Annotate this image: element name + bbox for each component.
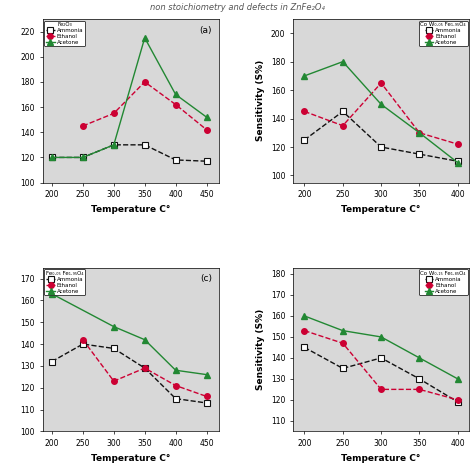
Text: (b): (b) xyxy=(449,26,462,35)
Ethanol xyxy=(301,109,307,114)
Ethanol xyxy=(173,383,179,388)
Acetone xyxy=(455,376,461,382)
Ammonia xyxy=(301,137,307,143)
Ethanol xyxy=(417,386,422,392)
Ammonia xyxy=(455,399,461,405)
Ethanol xyxy=(340,340,346,346)
Ethanol xyxy=(455,397,461,403)
Y-axis label: Sensitivity (S%): Sensitivity (S%) xyxy=(256,60,265,141)
Line: Ammonia: Ammonia xyxy=(301,109,461,164)
Ammonia xyxy=(49,359,55,365)
Ammonia xyxy=(417,376,422,382)
Line: Acetone: Acetone xyxy=(301,59,461,165)
Ethanol xyxy=(142,79,147,85)
Ethanol xyxy=(111,378,117,384)
Ammonia xyxy=(417,151,422,157)
Acetone xyxy=(111,324,117,329)
Ethanol xyxy=(301,328,307,334)
Ethanol xyxy=(378,386,384,392)
Line: Ethanol: Ethanol xyxy=(80,79,210,133)
Ethanol xyxy=(80,123,86,129)
Ammonia xyxy=(301,345,307,350)
Acetone xyxy=(204,114,210,120)
Line: Ethanol: Ethanol xyxy=(80,337,210,399)
Ammonia xyxy=(80,341,86,347)
Ethanol xyxy=(111,110,117,116)
Acetone xyxy=(204,372,210,377)
Acetone xyxy=(80,155,86,160)
Text: (a): (a) xyxy=(200,26,212,35)
Ethanol xyxy=(204,127,210,133)
Acetone xyxy=(173,367,179,373)
Legend: Ammonia, Ethanol, Acetone: Ammonia, Ethanol, Acetone xyxy=(419,21,467,46)
Line: Ammonia: Ammonia xyxy=(49,142,210,164)
Acetone xyxy=(417,355,422,361)
Ammonia xyxy=(80,155,86,160)
Ammonia xyxy=(173,396,179,401)
Ammonia xyxy=(340,365,346,371)
X-axis label: Temperature C°: Temperature C° xyxy=(91,205,171,214)
Acetone xyxy=(49,291,55,297)
Acetone xyxy=(142,35,147,41)
Ammonia xyxy=(204,158,210,164)
Acetone xyxy=(455,160,461,165)
Line: Ammonia: Ammonia xyxy=(301,345,461,405)
Acetone xyxy=(301,73,307,79)
Ethanol xyxy=(417,130,422,136)
Ethanol xyxy=(173,102,179,108)
Ammonia xyxy=(378,144,384,150)
Ethanol xyxy=(204,393,210,399)
Ammonia xyxy=(111,142,117,148)
Ethanol xyxy=(142,365,147,371)
Legend: Ammonia, Ethanol, Acetone: Ammonia, Ethanol, Acetone xyxy=(45,269,85,295)
Ammonia xyxy=(204,400,210,406)
Ammonia xyxy=(49,155,55,160)
X-axis label: Temperature C°: Temperature C° xyxy=(341,205,421,214)
Acetone xyxy=(340,328,346,334)
Ammonia xyxy=(455,158,461,164)
Ethanol xyxy=(340,123,346,128)
Acetone xyxy=(49,155,55,160)
Ethanol xyxy=(80,337,86,343)
Acetone xyxy=(173,91,179,97)
Ammonia xyxy=(378,355,384,361)
Line: Acetone: Acetone xyxy=(49,291,210,377)
Acetone xyxy=(111,142,117,148)
Ammonia xyxy=(173,157,179,163)
X-axis label: Temperature C°: Temperature C° xyxy=(341,454,421,463)
Ammonia xyxy=(340,109,346,114)
Line: Acetone: Acetone xyxy=(301,313,461,382)
X-axis label: Temperature C°: Temperature C° xyxy=(91,454,171,463)
Acetone xyxy=(378,334,384,340)
Acetone xyxy=(142,337,147,343)
Ammonia xyxy=(142,142,147,148)
Text: (d): (d) xyxy=(449,274,462,283)
Line: Ammonia: Ammonia xyxy=(49,341,210,406)
Acetone xyxy=(417,130,422,136)
Ethanol xyxy=(378,80,384,86)
Ammonia xyxy=(111,346,117,351)
Ethanol xyxy=(455,141,461,147)
Legend: Ammonia, Ethanol, Acetone: Ammonia, Ethanol, Acetone xyxy=(45,21,85,46)
Text: non stoichiometry and defects in ZnFe₂O₄: non stoichiometry and defects in ZnFe₂O₄ xyxy=(150,3,324,12)
Text: (c): (c) xyxy=(200,274,212,283)
Ammonia xyxy=(142,365,147,371)
Line: Ethanol: Ethanol xyxy=(301,328,461,402)
Legend: Ammonia, Ethanol, Acetone: Ammonia, Ethanol, Acetone xyxy=(419,269,467,295)
Acetone xyxy=(301,313,307,319)
Y-axis label: Sensitivity (S%): Sensitivity (S%) xyxy=(256,309,265,390)
Acetone xyxy=(378,101,384,107)
Line: Acetone: Acetone xyxy=(49,35,210,160)
Acetone xyxy=(340,59,346,64)
Line: Ethanol: Ethanol xyxy=(301,80,461,147)
